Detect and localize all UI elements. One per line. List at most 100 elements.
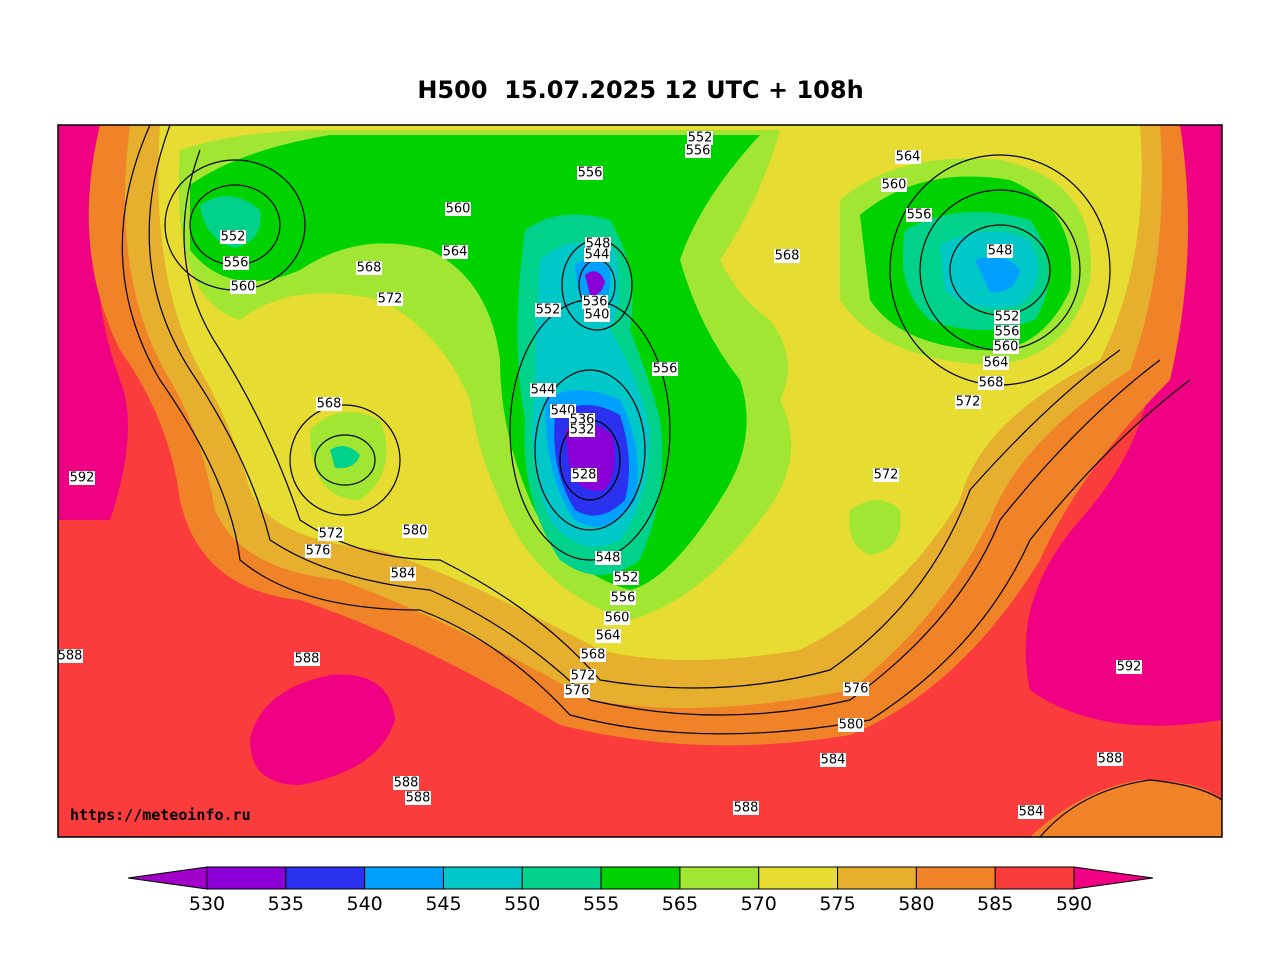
contour-label: 588 (734, 801, 759, 816)
contour-label-bg (1018, 805, 1044, 819)
contour-label-bg (610, 591, 636, 605)
contour-label: 528 (572, 468, 597, 483)
contour-label: 552 (688, 131, 713, 146)
contour-label-bg (595, 629, 621, 643)
contour-label-bg (585, 237, 611, 251)
contour-label: 592 (70, 471, 95, 486)
contour-label: 576 (844, 682, 869, 697)
contour-label: 588 (406, 791, 431, 806)
contour-label-bg (220, 230, 246, 244)
contours (121, 125, 1222, 837)
contour-label-bg (983, 356, 1009, 370)
contour-label-bg (595, 551, 621, 565)
colorbar-tick-label: 575 (819, 893, 855, 915)
contour-label: 584 (1019, 805, 1044, 820)
contour-label: 552 (221, 230, 246, 245)
contour-label: 560 (994, 340, 1019, 355)
colorbar-segment (521, 866, 602, 890)
contour-label: 560 (446, 202, 471, 217)
contour-label-bg (390, 567, 416, 581)
contour-label-bg (57, 649, 83, 663)
contour-label: 568 (317, 397, 342, 412)
contour-label-bg (377, 292, 403, 306)
height-field (58, 125, 1222, 837)
contour-label-bg (895, 150, 921, 164)
contour-label: 560 (605, 611, 630, 626)
contour-label-bg (652, 362, 678, 376)
contour-label-bg (580, 648, 606, 662)
contour-label-bg (316, 397, 342, 411)
colorbar-segment (364, 866, 444, 890)
contour-label-bg (838, 718, 864, 732)
contour-label: 556 (224, 256, 249, 271)
contour-label: 580 (839, 718, 864, 733)
contour-label-bg (564, 684, 590, 698)
contour-label: 556 (995, 325, 1020, 340)
contour-label-bg (582, 295, 608, 309)
source-url: https://meteoinfo.ru (70, 806, 251, 824)
contour-label-bg (577, 166, 603, 180)
contour-label-bg (685, 144, 711, 158)
contour-label: 532 (570, 423, 595, 438)
contour-label: 544 (585, 248, 610, 263)
contour-label-bg (535, 303, 561, 317)
contour-label: 580 (403, 524, 428, 539)
contour-label: 572 (956, 395, 981, 410)
contour-label: 568 (979, 376, 1004, 391)
contour-label-bg (906, 208, 932, 222)
contour-label-bg (405, 791, 431, 805)
contour-label-bg (569, 423, 595, 437)
contour-label: 536 (583, 295, 608, 310)
contour-label: 568 (775, 249, 800, 264)
contour-label-bg (402, 524, 428, 538)
colorbar-segment (600, 866, 681, 890)
contour-label: 588 (1098, 752, 1123, 767)
contour-label-bg (570, 669, 596, 683)
contour-label: 548 (586, 237, 611, 252)
contour-label-bg (393, 776, 419, 790)
colorbar-segment (679, 866, 760, 890)
contour-label: 588 (394, 776, 419, 791)
colorbar-above (1073, 866, 1154, 890)
colorbar-tick-label: 590 (1056, 893, 1092, 915)
contour-label: 556 (653, 362, 678, 377)
map-title: H500 15.07.2025 12 UTC + 108h (417, 76, 864, 104)
contour-label-bg (442, 245, 468, 259)
contour-label-bg (584, 308, 610, 322)
contour-label-bg (584, 248, 610, 262)
contour-label: 572 (571, 669, 596, 684)
contour-label: 552 (614, 571, 639, 586)
contour-labels: 5525565605685725645605565525565485445365… (57, 131, 1142, 820)
colorbar: 530 535 540 545 550 555 565 570 575 580 585 590 (127, 866, 1154, 915)
contour-label-bg (733, 801, 759, 815)
contour-label-bg (69, 471, 95, 485)
contour-label-bg (843, 682, 869, 696)
contour-label-bg (571, 468, 597, 482)
contour-label: 584 (821, 753, 846, 768)
colorbar-below (127, 866, 208, 890)
map-frame (57, 124, 1223, 838)
contour-label-bg (873, 468, 899, 482)
contour-label-bg (881, 178, 907, 192)
contour-label: 572 (874, 468, 899, 483)
contour-label-bg (318, 527, 344, 541)
contour-label-bg (993, 340, 1019, 354)
contour-label-bg (1116, 660, 1142, 674)
contour-label-bg (445, 202, 471, 216)
colorbar-segment (758, 866, 839, 890)
contour-label-bg (223, 256, 249, 270)
colorbar-tick-label: 570 (741, 893, 777, 915)
colorbar-tick-label: 530 (189, 893, 225, 915)
contour-label: 544 (531, 383, 556, 398)
contour-label-bg (978, 376, 1004, 390)
colorbar-tick-label: 580 (898, 893, 934, 915)
contour-label: 560 (882, 178, 907, 193)
colorbar-tick-label: 565 (662, 893, 698, 915)
colorbar-segment (994, 866, 1075, 890)
contour-label: 592 (1117, 660, 1142, 675)
contour-label: 560 (231, 280, 256, 295)
colorbar-segment (837, 866, 917, 890)
contour-label-bg (230, 280, 256, 294)
